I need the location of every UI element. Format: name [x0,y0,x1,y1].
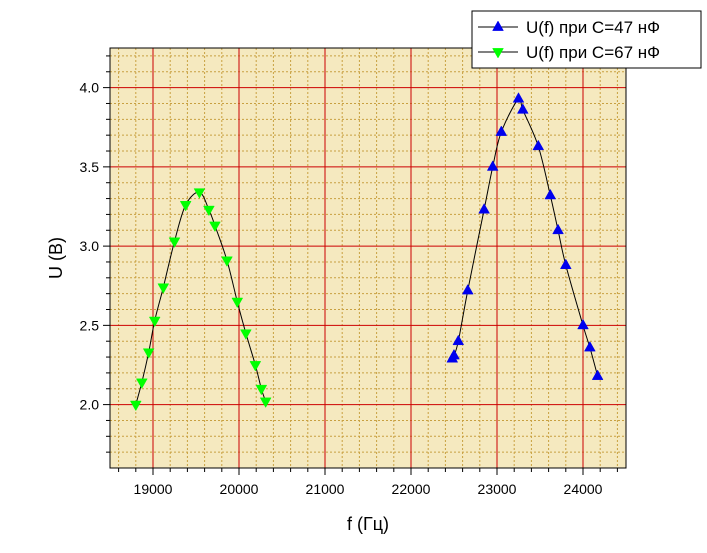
legend-items: U(f) при С=47 нФ U(f) при С=67 нФ [478,18,660,62]
plot-frame [109,47,627,469]
plot-background [110,48,626,468]
series-1-point [544,188,557,200]
x-axis-label: f (Гц) [347,514,389,534]
series-2-point [249,361,262,372]
y-axis-label: U (В) [46,237,66,279]
y-tick-label: 2.0 [80,397,100,413]
y-tick-label: 3.0 [80,238,100,254]
x-tick-label: 24000 [564,481,603,497]
series-2-point [203,205,215,217]
legend-label-1: U(f) при С=47 нФ [526,18,660,37]
series-1-point [552,223,564,235]
legend-marker-1 [492,20,504,31]
series-1-point [512,92,525,103]
series-2-point [255,384,268,396]
series-2-point [157,283,170,294]
legend-box [471,10,702,69]
series-2-curve [135,191,267,405]
y-tick-label: 4.0 [80,80,100,96]
x-tick-label: 19000 [134,481,173,497]
minor-grid [110,48,626,468]
series-1-point [478,203,490,214]
series-1-point [559,258,572,269]
series-2-point [129,400,142,412]
series-1-point [461,283,474,295]
series-1-point [495,125,508,136]
series-1-point [584,341,596,352]
series-1-point [448,348,460,360]
series-1-point [452,334,465,346]
legend: U(f) при С=47 нФ U(f) при С=67 нФ [471,10,702,69]
series-1-point [516,103,529,114]
x-tick-label: 22000 [392,481,431,497]
y-tick-label: 2.5 [80,317,100,333]
legend-marker-2 [492,48,504,59]
x-axis: 19000 20000 21000 22000 23000 24000 [118,468,618,497]
x-tick-label: 20000 [220,481,259,497]
series-2-point [148,316,161,328]
series-1-point [486,160,499,171]
series-2-point [135,378,148,389]
series-2-point [168,237,181,248]
series-1-point [577,318,589,330]
series-2-point [240,329,252,340]
y-axis: 2.0 2.5 3.0 3.5 4.0 [80,55,110,453]
data-markers [129,92,604,412]
y-tick-label: 3.5 [80,159,100,175]
series-1-point [532,139,545,151]
series-2-point [179,201,192,212]
series-2-point [231,297,244,309]
x-tick-label: 23000 [478,481,517,497]
series-2-point [221,256,233,267]
series-2-point [209,221,221,233]
series-2-point [259,397,272,408]
series-2-point [193,188,206,199]
x-tick-label: 21000 [306,481,345,497]
series-2-point [142,348,155,359]
legend-label-2: U(f) при С=67 нФ [526,43,660,62]
series-1-point [591,369,604,380]
major-grid [110,48,626,468]
